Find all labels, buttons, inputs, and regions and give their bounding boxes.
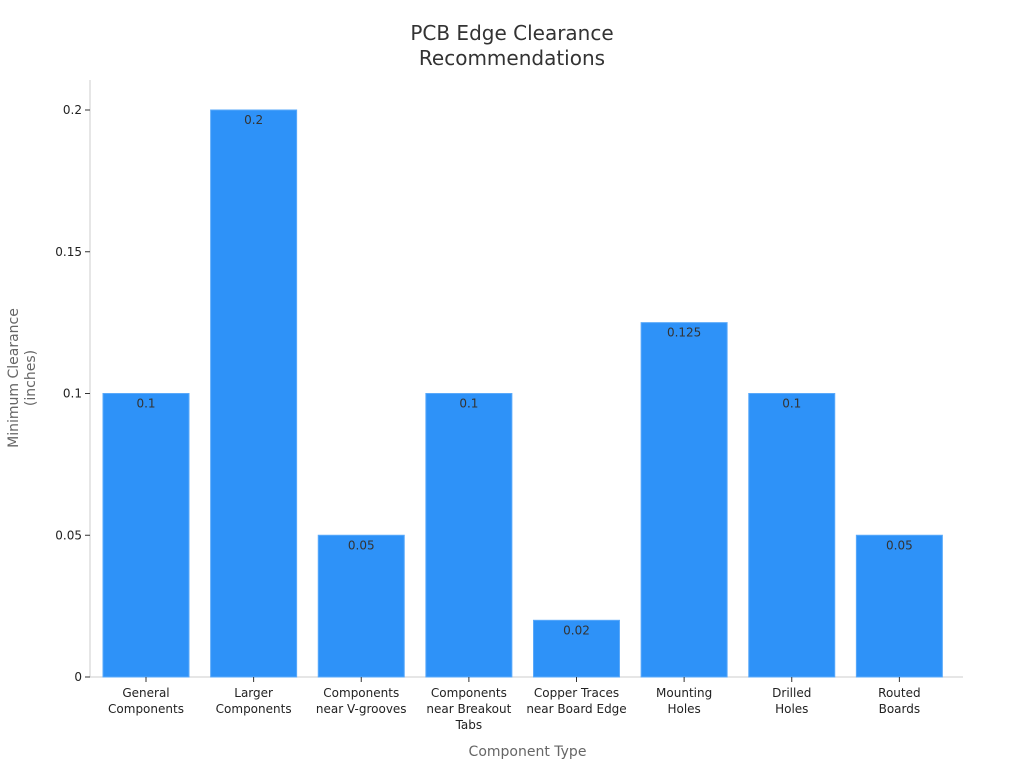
x-tick-label: Larger Components — [216, 686, 292, 716]
bar — [855, 534, 943, 678]
bar-value-label: 0.02 — [563, 623, 590, 637]
y-tick-label: 0.05 — [55, 528, 82, 542]
x-tick-label: General Components — [108, 686, 184, 716]
x-tick-label: Mounting Holes — [656, 686, 712, 716]
y-axis-ticks: 0 0.05 0.1 0.15 0.2 — [55, 103, 90, 684]
bar — [748, 393, 836, 678]
y-axis-title: Minimum Clearance(inches) — [6, 308, 39, 448]
bar-value-label: 0.2 — [244, 113, 263, 127]
bar-value-label: 0.05 — [886, 538, 913, 552]
x-tick-label: Copper Traces near Board Edge — [526, 686, 626, 716]
x-tick-label: Drilled Holes — [772, 686, 811, 716]
bar — [317, 534, 405, 678]
x-axis-title: Component Type — [469, 744, 587, 760]
y-tick-label: 0.1 — [63, 387, 82, 401]
bars-group: 0.1 0.2 0.05 0.1 0.02 0.125 0.1 0.05 — [102, 109, 943, 678]
y-tick-label: 0.2 — [63, 103, 82, 117]
bar-value-label: 0.05 — [348, 538, 375, 552]
bar — [210, 109, 298, 678]
bar — [425, 393, 513, 678]
bar-value-label: 0.1 — [136, 397, 155, 411]
bar-value-label: 0.1 — [782, 397, 801, 411]
bar — [640, 322, 728, 678]
bar — [102, 393, 190, 678]
chart-title: PCB Edge Clearance Recommendations — [410, 21, 613, 70]
x-tick-label: Components near Breakout Tabs — [426, 686, 511, 732]
y-tick-label: 0 — [74, 670, 82, 684]
x-tick-label: Components near V-grooves — [316, 686, 407, 716]
y-tick-label: 0.15 — [55, 245, 82, 259]
x-tick-label: Routed Boards — [878, 686, 920, 716]
x-axis-ticks: General Components Larger Components Compone… — [108, 677, 921, 732]
bar-value-label: 0.1 — [459, 397, 478, 411]
bar-value-label: 0.125 — [667, 326, 701, 340]
